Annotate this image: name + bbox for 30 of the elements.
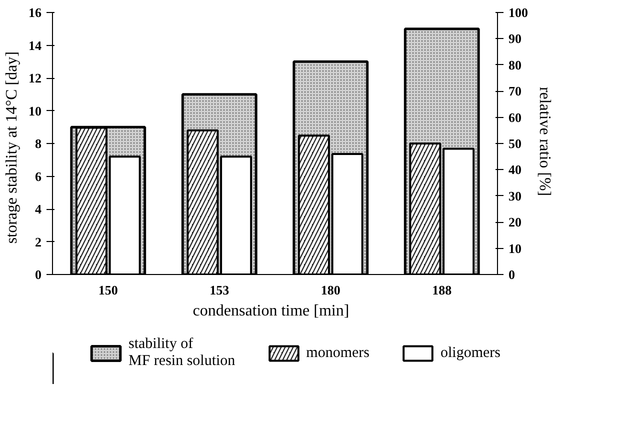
y-tick-label: 16 (28, 5, 42, 20)
y2-axis-title: relative ratio [%] (536, 86, 553, 196)
y-tick-label: 6 (35, 168, 42, 184)
y2-tick-label: 30 (508, 188, 522, 204)
y2-tick-label: 10 (508, 240, 522, 256)
x-tick-label: 150 (98, 282, 118, 298)
y2-tick-label: 100 (508, 5, 528, 20)
y-axis-title: storage stability at 14°C [day] (4, 51, 20, 244)
y-tick-label: 4 (35, 202, 42, 216)
y-tick-label: 2 (35, 234, 42, 250)
y2-tick-label: 80 (508, 57, 522, 72)
x-tick-label: 153 (210, 282, 230, 298)
legend-label: monomers (306, 344, 370, 362)
legend-label: oligomers (440, 344, 501, 362)
x-axis-title: condensation time [min] (192, 302, 350, 320)
y2-tick-label: 40 (508, 162, 522, 178)
y2-tick-label: 60 (508, 110, 522, 125)
y2-tick-label: 90 (508, 31, 522, 46)
y-tick-label: 12 (28, 70, 42, 86)
y-tick-label: 8 (35, 136, 42, 151)
y2-tick-label: 50 (508, 136, 522, 151)
x-tick-label: 180 (320, 282, 340, 298)
legend-label: stability of MF resin solution (128, 336, 236, 370)
y-tick-label: 14 (28, 38, 42, 53)
y2-tick-label: 20 (508, 214, 522, 230)
y2-tick-label: 0 (508, 267, 515, 282)
y2-tick-label: 70 (508, 84, 522, 99)
y-tick-label: 10 (28, 103, 42, 118)
x-tick-label: 188 (432, 282, 452, 298)
y-tick-label: 0 (35, 267, 42, 282)
